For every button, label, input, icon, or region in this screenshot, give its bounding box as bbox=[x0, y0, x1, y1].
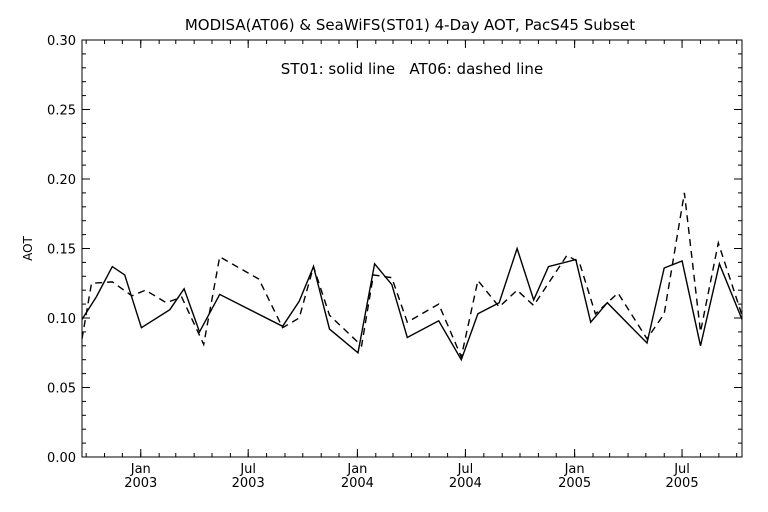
x-tick-year: 2005 bbox=[558, 476, 591, 491]
y-tick-label: 0.00 bbox=[47, 451, 76, 466]
y-axis-label: AOT bbox=[21, 235, 35, 260]
chart-title: MODISA(AT06) & SeaWiFS(ST01) 4-Day AOT, … bbox=[185, 16, 635, 34]
x-tick-month: Jan bbox=[130, 462, 151, 477]
y-tick-label: 0.10 bbox=[47, 312, 76, 327]
y-tick-label: 0.25 bbox=[47, 104, 76, 119]
series-layer bbox=[81, 192, 743, 362]
legend-annotation: ST01: solid line AT06: dashed line bbox=[281, 60, 543, 78]
x-axis: Jan2003Jul2003Jan2004Jul2004Jan2005Jul20… bbox=[85, 40, 738, 491]
x-tick-month: Jul bbox=[239, 462, 256, 477]
series-line-st01 bbox=[81, 246, 743, 362]
y-tick-label: 0.20 bbox=[47, 173, 76, 188]
y-tick-label: 0.15 bbox=[47, 243, 76, 258]
x-tick-year: 2003 bbox=[124, 476, 157, 491]
y-tick-label: 0.05 bbox=[47, 382, 76, 397]
x-tick-year: 2003 bbox=[232, 476, 265, 491]
x-tick-year: 2004 bbox=[341, 476, 374, 491]
series-line-at06 bbox=[81, 192, 743, 360]
x-tick-year: 2005 bbox=[666, 476, 699, 491]
x-tick-month: Jan bbox=[564, 462, 585, 477]
x-tick-month: Jul bbox=[457, 462, 474, 477]
x-tick-year: 2004 bbox=[449, 476, 482, 491]
y-tick-label: 0.30 bbox=[47, 34, 76, 49]
plot-frame bbox=[81, 39, 743, 458]
x-tick-month: Jan bbox=[346, 462, 367, 477]
y-axis: 0.00 0.05 0.10 0.15 0.20 0.25 0.30 bbox=[47, 34, 742, 466]
x-tick-month: Jul bbox=[673, 462, 690, 477]
